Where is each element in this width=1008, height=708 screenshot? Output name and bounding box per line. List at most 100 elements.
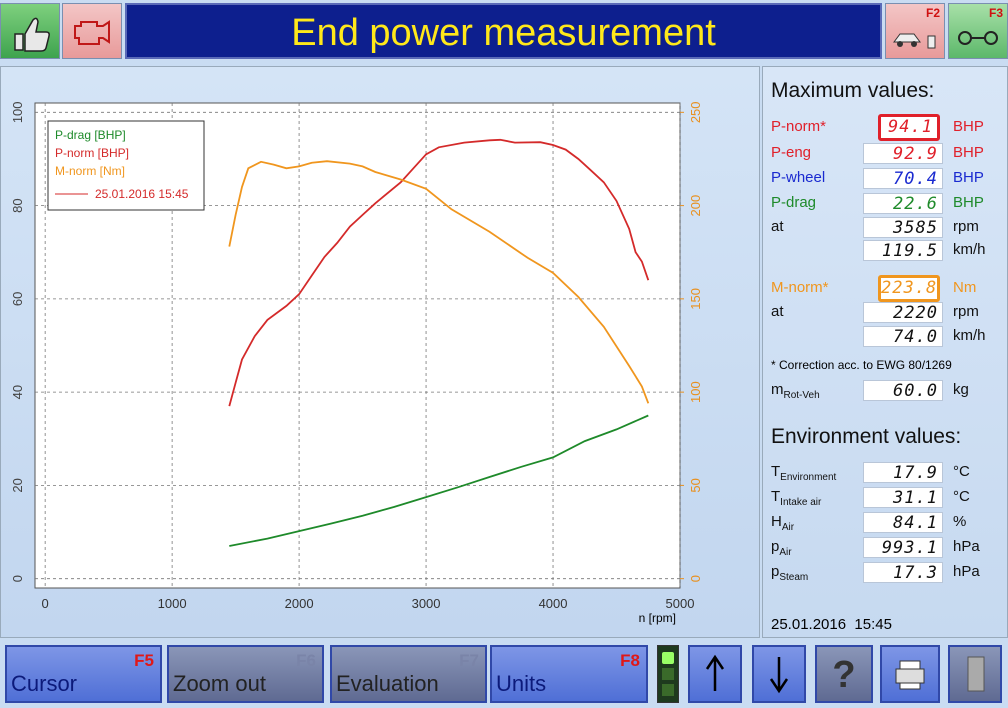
toolbar-button[interactable]: Cursor F5 bbox=[5, 645, 162, 703]
y-tick-label: 60 bbox=[10, 292, 25, 306]
value-unit: rpm bbox=[953, 218, 979, 235]
value-unit: hPa bbox=[953, 563, 980, 580]
print-button[interactable] bbox=[880, 645, 940, 703]
value-unit: km/h bbox=[953, 327, 986, 344]
x-tick-label: 4000 bbox=[539, 596, 568, 611]
value-unit: BHP bbox=[953, 118, 984, 135]
car-icon bbox=[893, 33, 936, 49]
toolbar-button[interactable]: Zoom out F6 bbox=[167, 645, 324, 703]
value-unit: Nm bbox=[953, 279, 977, 296]
value-unit: % bbox=[953, 513, 967, 530]
legend-entry: P-drag [BHP] bbox=[55, 128, 126, 142]
button-key: F7 bbox=[459, 651, 479, 670]
thumb-icon bbox=[14, 17, 50, 52]
value-label: pSteam bbox=[771, 563, 809, 583]
series-line bbox=[228, 138, 650, 407]
y2-tick-label: 100 bbox=[688, 381, 703, 403]
button-label: Units bbox=[496, 671, 547, 696]
value-unit: °C bbox=[953, 463, 970, 480]
chart: n [rpm] 0 1000 2000 3000 4000 500002040608010… bbox=[10, 101, 703, 625]
y-tick-label: 0 bbox=[10, 575, 25, 582]
button-key: F6 bbox=[296, 651, 316, 670]
value-unit: rpm bbox=[953, 303, 979, 320]
button-label: Evaluation bbox=[336, 671, 439, 696]
key-label: F2 bbox=[925, 6, 940, 20]
exit-button[interactable] bbox=[948, 645, 1002, 703]
y2-tick-label: 0 bbox=[688, 575, 703, 582]
value-label-sub: Environment bbox=[780, 472, 837, 483]
env-heading: Environment values: bbox=[771, 425, 962, 448]
f2-button[interactable]: F2 bbox=[885, 3, 945, 59]
value-label: P-drag bbox=[771, 194, 817, 211]
value-label-sub: Air bbox=[779, 547, 792, 558]
series-line bbox=[228, 160, 650, 404]
value-box: 60.0 bbox=[863, 380, 943, 401]
x-axis-label: n [rpm] bbox=[639, 611, 676, 625]
x-tick-label: 2000 bbox=[285, 596, 314, 611]
key-label: F3 bbox=[988, 6, 1003, 20]
value-box: 3585 bbox=[863, 217, 943, 238]
value-box: 31.1 bbox=[863, 487, 943, 508]
value-unit: BHP bbox=[953, 144, 984, 161]
value-box: 92.9 bbox=[863, 143, 943, 164]
roller-icon bbox=[958, 31, 998, 45]
x-tick-label: 5000 bbox=[666, 596, 695, 611]
y-tick-label: 20 bbox=[10, 478, 25, 492]
value-label: M-norm* bbox=[771, 279, 829, 296]
value-box: 74.0 bbox=[863, 326, 943, 347]
value-box: 22.6 bbox=[863, 193, 943, 214]
y-tick-label: 40 bbox=[10, 385, 25, 399]
x-tick-label: 1000 bbox=[158, 596, 187, 611]
value-unit: kg bbox=[953, 381, 969, 398]
value-label: TIntake air bbox=[771, 488, 822, 508]
y2-tick-label: 50 bbox=[688, 478, 703, 492]
button-key: F8 bbox=[620, 651, 640, 670]
legend-entry: M-norm [Nm] bbox=[55, 164, 125, 178]
value-box: 70.4 bbox=[863, 168, 943, 189]
value-box: 17.3 bbox=[863, 562, 943, 583]
timestamp: 25.01.2016 15:45 bbox=[771, 616, 892, 633]
value-unit: °C bbox=[953, 488, 970, 505]
button-label: Zoom out bbox=[173, 671, 266, 696]
button-key: F5 bbox=[134, 651, 154, 670]
value-label-sub: Steam bbox=[779, 572, 809, 583]
value-unit: km/h bbox=[953, 241, 986, 258]
up-button[interactable] bbox=[688, 645, 742, 703]
value-unit: BHP bbox=[953, 194, 984, 211]
series-line bbox=[229, 414, 649, 547]
value-box: 94.1 bbox=[878, 114, 940, 141]
y-tick-label: 100 bbox=[10, 101, 25, 123]
value-label: at bbox=[771, 303, 784, 320]
y2-tick-label: 250 bbox=[688, 101, 703, 123]
f3-button[interactable]: F3 bbox=[948, 3, 1008, 59]
value-label: HAir bbox=[771, 513, 795, 533]
engine-button[interactable] bbox=[62, 3, 122, 59]
legend-entry: P-norm [BHP] bbox=[55, 146, 129, 160]
x-tick-label: 0 bbox=[42, 596, 49, 611]
value-box: 119.5 bbox=[863, 240, 943, 261]
value-label: P-eng bbox=[771, 144, 812, 161]
value-label-sub: Intake air bbox=[780, 497, 822, 508]
value-label: P-wheel bbox=[771, 169, 826, 186]
svg-text:?: ? bbox=[832, 654, 855, 696]
engine-icon bbox=[74, 20, 110, 45]
value-box: 2220 bbox=[863, 302, 943, 323]
value-box: 993.1 bbox=[863, 537, 943, 558]
down-button[interactable] bbox=[752, 645, 806, 703]
toolbar-button[interactable]: Evaluation F7 bbox=[330, 645, 487, 703]
x-tick-label: 3000 bbox=[412, 596, 441, 611]
status-light bbox=[657, 645, 679, 703]
toolbar-button[interactable]: Units F8 bbox=[490, 645, 648, 703]
note: * Correction acc. to EWG 80/1269 bbox=[771, 358, 952, 372]
value-box: 84.1 bbox=[863, 512, 943, 533]
value-unit: hPa bbox=[953, 538, 980, 555]
legend-measurement: 25.01.2016 15:45 bbox=[95, 187, 189, 201]
value-label: mRot-Veh bbox=[771, 381, 820, 401]
value-label: pAir bbox=[771, 538, 792, 558]
value-unit: BHP bbox=[953, 169, 984, 186]
help-button[interactable]: ? bbox=[815, 645, 873, 703]
y2-tick-label: 200 bbox=[688, 195, 703, 217]
ok-button[interactable] bbox=[0, 3, 60, 59]
value-label: TEnvironment bbox=[771, 463, 837, 483]
